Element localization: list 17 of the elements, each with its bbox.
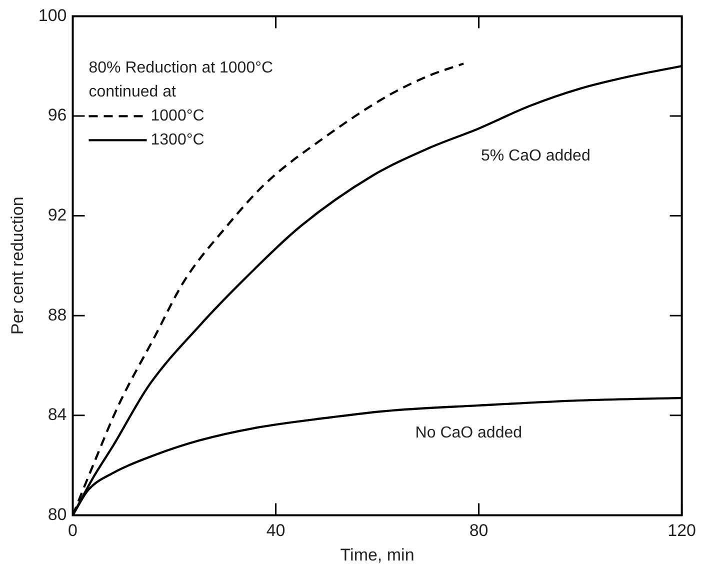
x-tick-label: 80 xyxy=(469,521,488,540)
annotation: No CaO added xyxy=(415,424,522,442)
y-tick-label: 92 xyxy=(48,205,67,224)
x-tick-label: 120 xyxy=(668,521,696,540)
y-tick-label: 80 xyxy=(48,504,67,524)
x-axis-title: Time, min xyxy=(340,545,414,564)
y-tick-label: 84 xyxy=(48,405,67,424)
y-tick-label: 88 xyxy=(48,305,67,324)
legend-label: 1300°C xyxy=(150,132,204,149)
y-axis-title: Per cent reduction xyxy=(8,196,27,335)
x-tick-label: 40 xyxy=(266,521,286,540)
y-tick-label: 100 xyxy=(38,6,67,25)
y-tick-label: 96 xyxy=(48,106,67,125)
annotation: 5% CaO added xyxy=(480,147,590,164)
x-tick-label: 0 xyxy=(68,521,78,540)
legend-label: 1000°C xyxy=(150,108,204,125)
legend-title: 80% Reduction at 1000°C continued at xyxy=(88,60,274,101)
